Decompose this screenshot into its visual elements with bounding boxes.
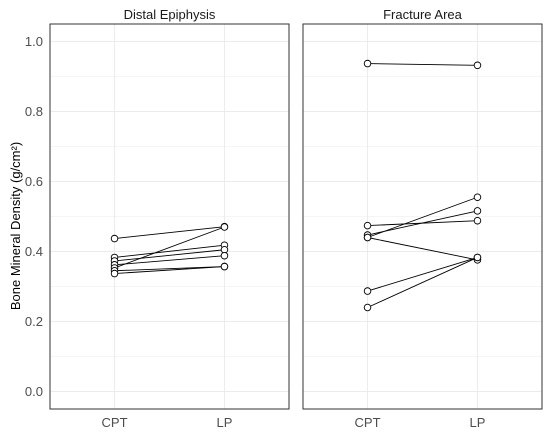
panels: Distal Epiphysis CPT LP 0.0 0.2 0.4 0.6 0.8 1.0 F… — [25, 7, 543, 430]
series-line — [114, 226, 225, 269]
data-point — [363, 303, 372, 312]
series-line — [367, 257, 478, 308]
data-point — [110, 234, 119, 243]
x-tick-label: LP — [470, 415, 486, 430]
data-point — [363, 221, 372, 230]
series-line — [114, 266, 225, 274]
series-line — [367, 196, 478, 238]
series-line — [114, 226, 225, 239]
y-tick-label: 0.2 — [25, 314, 43, 329]
series-line — [367, 257, 478, 292]
x-tick-label: CPT — [102, 415, 128, 430]
x-tick-label: LP — [217, 415, 233, 430]
y-tick-label: 1.0 — [25, 34, 43, 49]
panel-border — [302, 23, 543, 410]
y-tick-label: 0.0 — [25, 384, 43, 399]
y-axis-title-group: Bone Mineral Density (g/cm²) — [8, 142, 23, 310]
data-point — [363, 59, 372, 68]
series-line — [367, 63, 478, 66]
data-point — [220, 223, 229, 231]
y-tick-label: 0.6 — [25, 174, 43, 189]
data-point — [473, 61, 482, 70]
series-line — [114, 244, 225, 258]
y-tick-label: 0.4 — [25, 244, 43, 259]
y-axis-title: Bone Mineral Density (g/cm²) — [8, 142, 23, 310]
panel-border — [49, 23, 290, 410]
data-point — [220, 262, 229, 271]
y-tick-label: 0.8 — [25, 104, 43, 119]
data-point — [363, 233, 372, 242]
panel-1: Fracture Area CPT LP — [302, 7, 543, 430]
x-tick-label: CPT — [355, 415, 381, 430]
panel-title: Fracture Area — [383, 7, 463, 22]
data-point — [110, 269, 119, 278]
data-point — [473, 193, 482, 201]
data-point — [220, 251, 229, 260]
series-line — [114, 266, 225, 272]
data-point — [473, 253, 482, 262]
panel-title: Distal Epiphysis — [124, 7, 216, 22]
series-line — [114, 249, 225, 262]
panel-0: Distal Epiphysis CPT LP 0.0 0.2 0.4 0.6 0.8 1.0 — [25, 7, 290, 430]
series-line — [114, 255, 225, 266]
data-point — [473, 207, 482, 215]
data-point — [363, 287, 372, 295]
series-line — [367, 237, 478, 261]
data-point — [473, 216, 482, 225]
